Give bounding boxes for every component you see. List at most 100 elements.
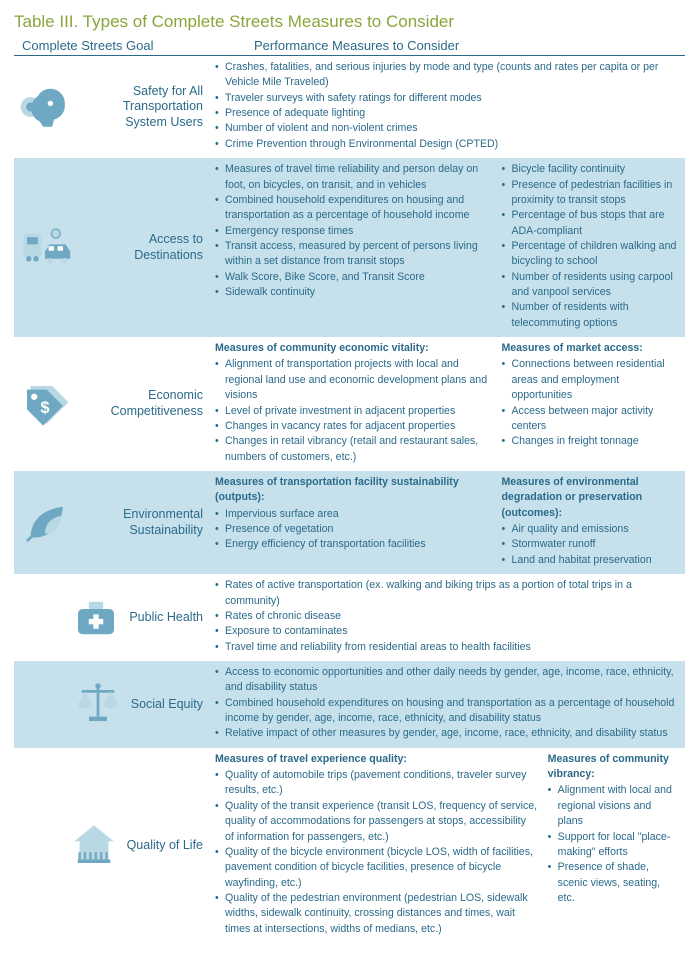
measure-list: Measures of travel time reliability and … bbox=[215, 162, 491, 300]
measure-item: Presence of pedestrian facilities in pro… bbox=[501, 178, 677, 209]
table-title: Table III. Types of Complete Streets Mea… bbox=[14, 12, 685, 32]
measure-list: Bicycle facility continuityPresence of p… bbox=[501, 162, 677, 331]
subhead: Measures of community economic vitality: bbox=[215, 341, 491, 356]
row-content: Access to economic opportunities and oth… bbox=[209, 661, 685, 748]
subhead: Measures of market access: bbox=[501, 341, 677, 356]
measure-item: Crime Prevention through Environmental D… bbox=[215, 137, 677, 152]
measure-item: Access to economic opportunities and oth… bbox=[215, 665, 677, 696]
measure-item: Impervious surface area bbox=[215, 507, 491, 522]
row-content: Measures of transportation facility sust… bbox=[209, 471, 685, 574]
measure-item: Connections between residential areas an… bbox=[501, 357, 677, 403]
measure-item: Exposure to contaminates bbox=[215, 624, 677, 639]
price-tag-icon: $ bbox=[18, 377, 72, 431]
measure-item: Air quality and emissions bbox=[501, 522, 677, 537]
row-social-equity: Social Equity Access to economic opportu… bbox=[14, 661, 685, 748]
measure-item: Walk Score, Bike Score, and Transit Scor… bbox=[215, 270, 491, 285]
measure-item: Bicycle facility continuity bbox=[501, 162, 677, 177]
measure-item: Combined household expenditures on housi… bbox=[215, 696, 677, 727]
measure-list: Access to economic opportunities and oth… bbox=[215, 665, 677, 742]
row-label: Quality of Life bbox=[14, 748, 209, 943]
measure-item: Number of residents using carpool and va… bbox=[501, 270, 677, 301]
measure-item: Number of violent and non-violent crimes bbox=[215, 121, 677, 136]
measure-item: Presence of vegetation bbox=[215, 522, 491, 537]
row-label: Access to Destinations bbox=[14, 158, 209, 337]
header-row: Complete Streets Goal Performance Measur… bbox=[14, 38, 685, 56]
measure-item: Level of private investment in adjacent … bbox=[215, 404, 491, 419]
row-content: Measures of community economic vitality:… bbox=[209, 337, 685, 471]
measure-list: Crashes, fatalities, and serious injurie… bbox=[215, 60, 677, 152]
measure-item: Number of residents with telecommuting o… bbox=[501, 300, 677, 331]
measure-list: Air quality and emissionsStormwater runo… bbox=[501, 522, 677, 568]
measure-item: Presence of adequate lighting bbox=[215, 106, 677, 121]
row-label-text: Environmental Sustainability bbox=[78, 507, 203, 538]
measure-item: Stormwater runoff bbox=[501, 537, 677, 552]
row-economic: $ Economic Competitiveness Measures of c… bbox=[14, 337, 685, 471]
measure-list: Impervious surface areaPresence of veget… bbox=[215, 507, 491, 553]
row-label-text: Access to Destinations bbox=[78, 232, 203, 263]
measure-item: Alignment with local and regional vision… bbox=[548, 783, 677, 829]
measure-item: Emergency response times bbox=[215, 224, 491, 239]
measure-item: Quality of the transit experience (trans… bbox=[215, 799, 538, 845]
measure-item: Presence of shade, scenic views, seating… bbox=[548, 860, 677, 906]
svg-text:$: $ bbox=[40, 399, 49, 417]
measure-item: Transit access, measured by percent of p… bbox=[215, 239, 491, 270]
train-car-icon bbox=[18, 221, 72, 275]
row-label-text: Safety for All Transportation System Use… bbox=[78, 84, 203, 131]
measure-item: Land and habitat preservation bbox=[501, 553, 677, 568]
measure-item: Rates of active transportation (ex. walk… bbox=[215, 578, 677, 609]
row-safety: Safety for All Transportation System Use… bbox=[14, 56, 685, 158]
subhead: Measures of transportation facility sust… bbox=[215, 475, 491, 506]
measure-item: Crashes, fatalities, and serious injurie… bbox=[215, 60, 677, 91]
measure-item: Relative impact of other measures by gen… bbox=[215, 726, 677, 741]
row-content: Rates of active transportation (ex. walk… bbox=[209, 574, 685, 661]
measure-list: Quality of automobile trips (pavement co… bbox=[215, 768, 538, 937]
subhead: Measures of environmental degradation or… bbox=[501, 475, 677, 521]
measure-item: Changes in vacancy rates for adjacent pr… bbox=[215, 419, 491, 434]
measure-item: Alignment of transportation projects wit… bbox=[215, 357, 491, 403]
scales-icon bbox=[71, 677, 125, 731]
row-label-text: Social Equity bbox=[131, 697, 203, 713]
measure-item: Energy efficiency of transportation faci… bbox=[215, 537, 491, 552]
subhead: Measures of travel experience quality: bbox=[215, 752, 538, 767]
measure-list: Rates of active transportation (ex. walk… bbox=[215, 578, 677, 655]
row-label: Public Health bbox=[14, 574, 209, 661]
row-label: Environmental Sustainability bbox=[14, 471, 209, 574]
measure-item: Changes in freight tonnage bbox=[501, 434, 677, 449]
row-quality-of-life: Quality of Life Measures of travel exper… bbox=[14, 748, 685, 943]
measure-item: Quality of the pedestrian environment (p… bbox=[215, 891, 538, 937]
measure-item: Quality of the bicycle environment (bicy… bbox=[215, 845, 538, 891]
measure-item: Percentage of children walking and bicyc… bbox=[501, 239, 677, 270]
measure-list: Alignment of transportation projects wit… bbox=[215, 357, 491, 465]
row-label-text: Economic Competitiveness bbox=[78, 388, 203, 419]
measure-item: Combined household expenditures on housi… bbox=[215, 193, 491, 224]
medkit-icon bbox=[69, 591, 123, 645]
measure-item: Travel time and reliability from residen… bbox=[215, 640, 677, 655]
measure-list: Alignment with local and regional vision… bbox=[548, 783, 677, 906]
row-content: Crashes, fatalities, and serious injurie… bbox=[209, 56, 685, 158]
row-label: Social Equity bbox=[14, 661, 209, 748]
header-performance: Performance Measures to Consider bbox=[214, 38, 685, 53]
leaf-icon bbox=[18, 496, 72, 550]
measure-item: Support for local "place-making" efforts bbox=[548, 830, 677, 861]
safety-head-icon bbox=[18, 80, 72, 134]
measure-item: Access between major activity centers bbox=[501, 404, 677, 435]
measure-item: Percentage of bus stops that are ADA-com… bbox=[501, 208, 677, 239]
measure-item: Changes in retail vibrancy (retail and r… bbox=[215, 434, 491, 465]
row-public-health: Public Health Rates of active transporta… bbox=[14, 574, 685, 661]
row-environmental: Environmental Sustainability Measures of… bbox=[14, 471, 685, 574]
row-content: Measures of travel time reliability and … bbox=[209, 158, 685, 337]
row-content: Measures of travel experience quality: Q… bbox=[209, 748, 685, 943]
measure-item: Sidewalk continuity bbox=[215, 285, 491, 300]
measure-item: Quality of automobile trips (pavement co… bbox=[215, 768, 538, 799]
measure-item: Measures of travel time reliability and … bbox=[215, 162, 491, 193]
row-label-text: Public Health bbox=[129, 610, 203, 626]
subhead: Measures of community vibrancy: bbox=[548, 752, 677, 783]
measure-item: Traveler surveys with safety ratings for… bbox=[215, 91, 677, 106]
measure-list: Connections between residential areas an… bbox=[501, 357, 677, 449]
house-icon bbox=[67, 818, 121, 872]
header-goal: Complete Streets Goal bbox=[14, 38, 214, 53]
measure-item: Rates of chronic disease bbox=[215, 609, 677, 624]
row-access: Access to Destinations Measures of trave… bbox=[14, 158, 685, 337]
row-label: $ Economic Competitiveness bbox=[14, 337, 209, 471]
row-label: Safety for All Transportation System Use… bbox=[14, 56, 209, 158]
